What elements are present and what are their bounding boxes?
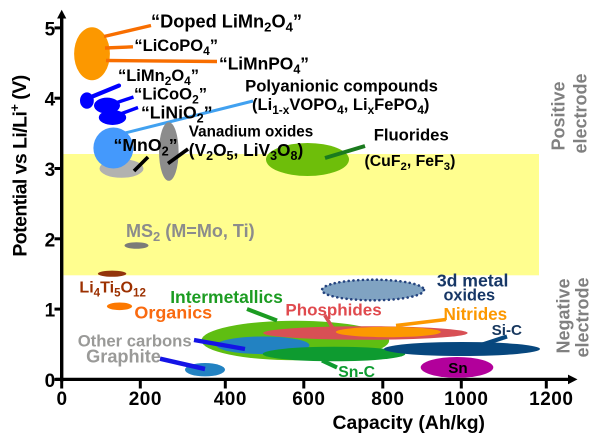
svg-text:1000: 1000 bbox=[444, 389, 488, 410]
svg-text:Other carbons: Other carbons bbox=[78, 331, 192, 350]
svg-text:Intermetallics: Intermetallics bbox=[170, 287, 283, 307]
svg-text:800: 800 bbox=[371, 389, 404, 410]
svg-text:0: 0 bbox=[45, 371, 56, 392]
svg-text:Fluorides: Fluorides bbox=[374, 125, 449, 144]
svg-text:Nitrides: Nitrides bbox=[444, 305, 508, 324]
svg-text:Sn-C: Sn-C bbox=[338, 364, 375, 381]
svg-text:Phosphides: Phosphides bbox=[285, 301, 381, 320]
svg-text:Li4Ti5O12: Li4Ti5O12 bbox=[79, 279, 146, 300]
svg-text:400: 400 bbox=[214, 389, 247, 410]
svg-text:“LiNiO2”: “LiNiO2” bbox=[141, 103, 213, 126]
svg-text:Potential vs Li/Li+ (V): Potential vs Li/Li+ (V) bbox=[8, 75, 32, 256]
svg-text:Positive: Positive bbox=[548, 81, 568, 150]
svg-text:MS2 (M=Mo, Ti): MS2 (M=Mo, Ti) bbox=[126, 221, 255, 244]
svg-text:Organics: Organics bbox=[134, 303, 212, 323]
svg-text:Vanadium oxides: Vanadium oxides bbox=[189, 123, 313, 140]
svg-text:Graphite: Graphite bbox=[86, 346, 161, 366]
svg-text:Sn: Sn bbox=[448, 360, 467, 377]
svg-text:electrode: electrode bbox=[570, 73, 590, 153]
svg-text:“LiMn2O4”: “LiMn2O4” bbox=[118, 67, 199, 88]
svg-text:“LiCoPO4”: “LiCoPO4” bbox=[134, 37, 218, 58]
svg-text:electrode: electrode bbox=[572, 277, 592, 357]
svg-text:1200: 1200 bbox=[529, 389, 573, 410]
svg-text:“LiMnPO4”: “LiMnPO4” bbox=[219, 53, 309, 76]
svg-text:(CuF2, FeF3): (CuF2, FeF3) bbox=[365, 153, 456, 173]
svg-text:“Doped LiMn2O4”: “Doped LiMn2O4” bbox=[151, 12, 302, 35]
svg-text:Capacity (Ah/kg): Capacity (Ah/kg) bbox=[332, 413, 485, 434]
svg-text:3: 3 bbox=[45, 160, 56, 181]
svg-text:5: 5 bbox=[45, 19, 56, 40]
svg-text:0: 0 bbox=[56, 389, 67, 410]
svg-text:(V2O5, LiV3O8): (V2O5, LiV3O8) bbox=[189, 140, 303, 163]
svg-text:Negative: Negative bbox=[553, 278, 573, 353]
svg-text:600: 600 bbox=[292, 389, 325, 410]
svg-text:1: 1 bbox=[45, 301, 56, 322]
svg-text:“MnO2”: “MnO2” bbox=[114, 135, 178, 159]
svg-text:200: 200 bbox=[129, 389, 162, 410]
svg-text:Polyanionic compounds: Polyanionic compounds bbox=[245, 76, 438, 95]
svg-text:oxides: oxides bbox=[443, 287, 495, 305]
svg-text:Si-C: Si-C bbox=[492, 322, 522, 339]
svg-text:2: 2 bbox=[45, 230, 56, 251]
svg-text:(Li1-xVOPO4, LixFePO4): (Li1-xVOPO4, LixFePO4) bbox=[252, 95, 429, 117]
svg-text:4: 4 bbox=[45, 90, 56, 111]
svg-text:3d metal: 3d metal bbox=[437, 271, 509, 291]
svg-text:“LiCoO2”: “LiCoO2” bbox=[134, 85, 207, 107]
